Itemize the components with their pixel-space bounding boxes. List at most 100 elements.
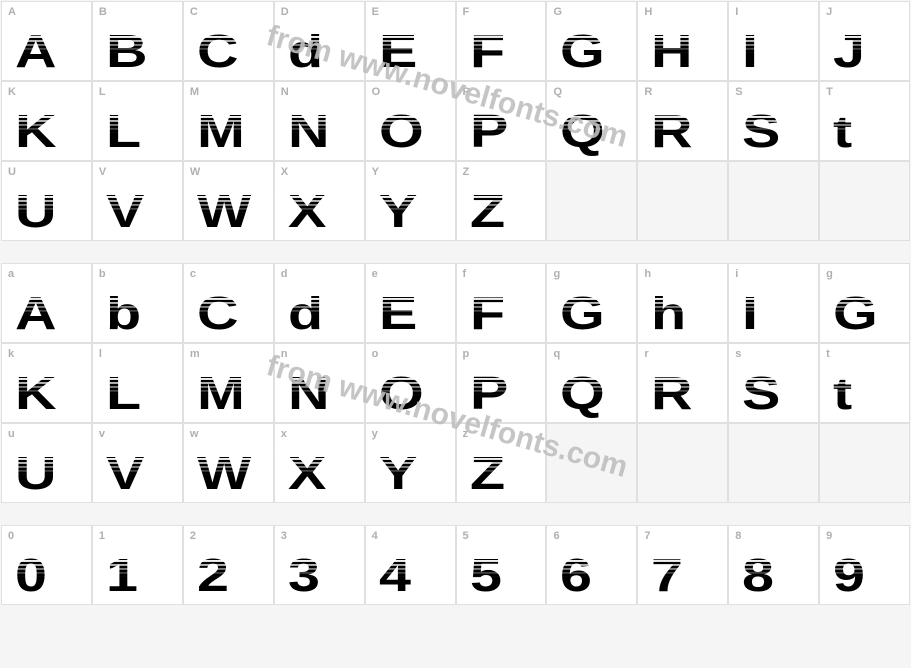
glyph-cell: vV <box>92 423 183 503</box>
glyph-cell: QQ <box>546 81 637 161</box>
glyph-cell: aA <box>1 263 92 343</box>
glyph-sample: C <box>192 28 236 74</box>
charmap-row: AABBCCDdEEFFGGHHIIJJ <box>1 1 910 81</box>
glyph-sample: E <box>374 28 415 74</box>
glyph-sample: 1 <box>101 552 135 598</box>
glyph-sample: d <box>283 28 321 74</box>
cell-label: w <box>190 428 199 440</box>
glyph-sample: X <box>283 188 324 234</box>
glyph-cell: BB <box>92 1 183 81</box>
cell-label: G <box>553 6 562 18</box>
glyph-sample: C <box>192 290 236 336</box>
cell-label: h <box>644 268 651 280</box>
glyph-sample: F <box>465 28 503 74</box>
cell-label: n <box>281 348 288 360</box>
glyph-sample: V <box>101 450 142 496</box>
glyph-cell: xX <box>274 423 365 503</box>
glyph-cell: eE <box>365 263 456 343</box>
glyph-cell: iI <box>728 263 819 343</box>
cell-label: b <box>99 268 106 280</box>
glyph-sample: 9 <box>828 552 862 598</box>
glyph-sample: G <box>555 290 602 336</box>
charmap-row: aAbbcCddeEfFgGhhiIgG <box>1 263 910 343</box>
glyph-cell: MM <box>183 81 274 161</box>
glyph-cell: YY <box>365 161 456 241</box>
cell-label: 8 <box>735 530 741 542</box>
cell-label: d <box>281 268 288 280</box>
glyph-sample: J <box>828 28 862 74</box>
cell-label: V <box>99 166 106 178</box>
cell-label: Q <box>553 86 562 98</box>
cell-label: s <box>735 348 741 360</box>
cell-label: Y <box>372 166 379 178</box>
glyph-sample: G <box>828 290 875 336</box>
cell-label: E <box>372 6 379 18</box>
glyph-sample: W <box>192 188 249 234</box>
glyph-sample: S <box>737 108 778 154</box>
glyph-cell: fF <box>456 263 547 343</box>
glyph-sample: U <box>10 188 54 234</box>
glyph-cell: 44 <box>365 525 456 605</box>
glyph-sample: 6 <box>555 552 589 598</box>
glyph-sample: S <box>737 370 778 416</box>
cell-label: 0 <box>8 530 14 542</box>
glyph-cell: VV <box>92 161 183 241</box>
glyph-sample: Y <box>374 188 415 234</box>
charmap-row: uUvVwWxXyYzZ <box>1 423 910 503</box>
cell-label: F <box>463 6 470 18</box>
cell-label: 2 <box>190 530 196 542</box>
glyph-cell: 88 <box>728 525 819 605</box>
glyph-cell: WW <box>183 161 274 241</box>
cell-label: p <box>463 348 470 360</box>
glyph-cell: II <box>728 1 819 81</box>
cell-label: 1 <box>99 530 105 542</box>
glyph-cell: ZZ <box>456 161 547 241</box>
glyph-cell: rR <box>637 343 728 423</box>
cell-label: u <box>8 428 15 440</box>
cell-label: T <box>826 86 833 98</box>
glyph-sample: A <box>10 290 54 336</box>
glyph-cell: 11 <box>92 525 183 605</box>
glyph-cell: 55 <box>456 525 547 605</box>
glyph-cell: 77 <box>637 525 728 605</box>
cell-label: A <box>8 6 16 18</box>
glyph-cell: dd <box>274 263 365 343</box>
glyph-cell: cC <box>183 263 274 343</box>
glyph-sample: H <box>646 28 690 74</box>
cell-label: Z <box>463 166 470 178</box>
glyph-sample: P <box>465 108 506 154</box>
glyph-cell: Dd <box>274 1 365 81</box>
glyph-cell: OO <box>365 81 456 161</box>
glyph-sample: K <box>10 108 54 154</box>
glyph-sample: 3 <box>283 552 317 598</box>
glyph-sample: t <box>828 370 850 416</box>
glyph-cell: sS <box>728 343 819 423</box>
empty-cell <box>728 161 819 241</box>
glyph-cell: GG <box>546 1 637 81</box>
glyph-cell: AA <box>1 1 92 81</box>
cell-label: i <box>735 268 738 280</box>
glyph-sample: R <box>646 370 690 416</box>
glyph-sample: N <box>283 370 327 416</box>
glyph-cell: kK <box>1 343 92 423</box>
charmap-row: 00112233445566778899 <box>1 525 910 605</box>
glyph-cell: PP <box>456 81 547 161</box>
cell-label: O <box>372 86 381 98</box>
glyph-sample: A <box>10 28 54 74</box>
cell-label: W <box>190 166 200 178</box>
glyph-sample: 7 <box>646 552 680 598</box>
glyph-cell: hh <box>637 263 728 343</box>
empty-cell <box>546 161 637 241</box>
cell-label: 5 <box>463 530 469 542</box>
section-lowercase: aAbbcCddeEfFgGhhiIgGkKlLmMnNoOpPqQrRsStt… <box>1 263 910 503</box>
glyph-sample: F <box>465 290 503 336</box>
glyph-sample: G <box>555 28 602 74</box>
cell-label: t <box>826 348 830 360</box>
cell-label: R <box>644 86 652 98</box>
glyph-sample: I <box>737 290 755 336</box>
empty-cell <box>819 423 910 503</box>
cell-label: M <box>190 86 199 98</box>
glyph-sample: Z <box>465 450 503 496</box>
cell-label: 6 <box>553 530 559 542</box>
glyph-sample: 4 <box>374 552 408 598</box>
